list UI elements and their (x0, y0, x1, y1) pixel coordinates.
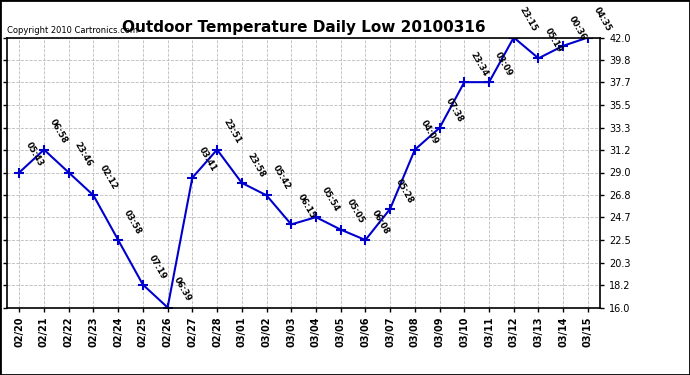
Text: 05:19: 05:19 (542, 27, 564, 54)
Text: 06:08: 06:08 (370, 209, 391, 236)
Text: 07:19: 07:19 (147, 253, 168, 280)
Text: 06:39: 06:39 (172, 276, 193, 303)
Text: 06:15: 06:15 (295, 193, 317, 220)
Text: 05:28: 05:28 (394, 177, 415, 205)
Text: 07:38: 07:38 (444, 96, 465, 124)
Text: 05:05: 05:05 (345, 198, 366, 225)
Text: 03:58: 03:58 (122, 209, 144, 236)
Text: 23:51: 23:51 (221, 118, 242, 146)
Text: 05:42: 05:42 (270, 164, 292, 191)
Text: 06:58: 06:58 (48, 118, 69, 146)
Text: 04:35: 04:35 (592, 6, 613, 33)
Title: Outdoor Temperature Daily Low 20100316: Outdoor Temperature Daily Low 20100316 (122, 20, 485, 35)
Text: 23:15: 23:15 (518, 6, 539, 33)
Text: 02:12: 02:12 (97, 164, 119, 191)
Text: 05:43: 05:43 (23, 141, 45, 168)
Text: 23:58: 23:58 (246, 151, 267, 179)
Text: 04:09: 04:09 (419, 118, 440, 146)
Text: Copyright 2010 Cartronics.com: Copyright 2010 Cartronics.com (7, 26, 138, 35)
Text: 05:54: 05:54 (320, 185, 342, 213)
Text: 00:36: 00:36 (567, 14, 589, 42)
Text: 23:46: 23:46 (73, 141, 94, 168)
Text: 23:34: 23:34 (469, 50, 490, 78)
Text: 03:09: 03:09 (493, 51, 514, 78)
Text: 03:41: 03:41 (197, 146, 217, 174)
